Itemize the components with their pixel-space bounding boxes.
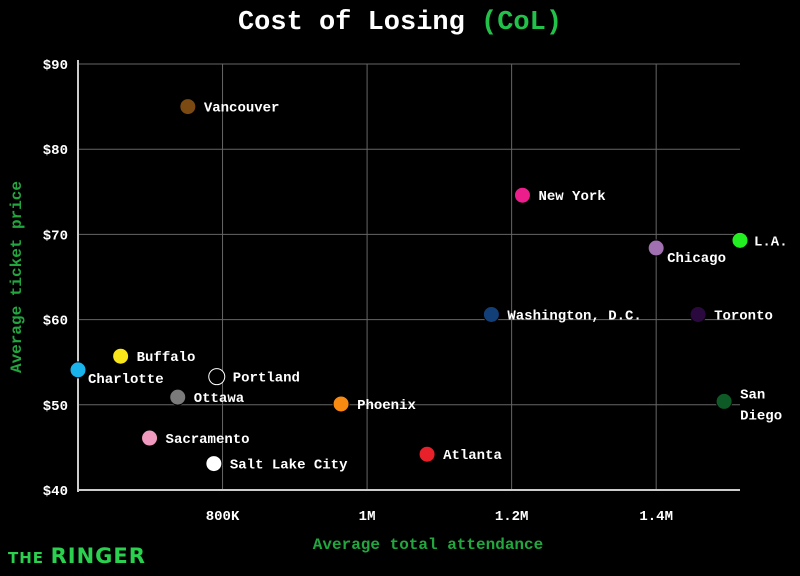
point-label: Diego [740, 408, 782, 424]
logo-small: THE [8, 549, 45, 567]
point-label: Sacramento [166, 432, 250, 448]
x-axis-label: Average total attendance [313, 536, 543, 554]
x-tick-label: 1M [359, 509, 376, 525]
x-tick-label: 1.4M [639, 509, 673, 525]
title-highlight: (CoL) [481, 8, 563, 38]
point-label: Charlotte [88, 372, 164, 388]
point-label: Portland [233, 371, 300, 387]
the-ringer-logo: THE RINGER [8, 544, 146, 568]
data-point [418, 445, 436, 463]
point-label: L.A. [754, 234, 788, 250]
data-point [731, 231, 749, 249]
data-point [205, 455, 223, 473]
data-point [141, 429, 159, 447]
y-tick-label: $50 [43, 399, 68, 415]
data-point [513, 186, 531, 204]
point-label: Atlanta [443, 448, 502, 464]
point-label: Buffalo [137, 350, 196, 366]
data-point [647, 239, 665, 257]
data-point [208, 368, 226, 386]
y-tick-label: $80 [43, 143, 68, 159]
data-point [179, 98, 197, 116]
data-point [69, 361, 87, 379]
x-tick-label: 800K [206, 509, 240, 525]
data-point [112, 347, 130, 365]
y-tick-label: $90 [43, 58, 68, 74]
point-label: Salt Lake City [230, 458, 348, 474]
point-label: Phoenix [357, 398, 416, 414]
data-point [482, 305, 500, 323]
point-label: San [740, 387, 765, 403]
y-axis-label: Average ticket price [8, 181, 26, 373]
x-tick-label: 1.2M [495, 509, 529, 525]
data-point [332, 395, 350, 413]
point-label: Washington, D.C. [507, 308, 641, 324]
point-label: Chicago [667, 251, 726, 267]
point-label: Toronto [714, 308, 773, 324]
logo-big: RINGER [50, 544, 146, 568]
data-point [715, 392, 733, 410]
chart-title: Cost of Losing (CoL) [0, 8, 800, 38]
title-text: Cost of Losing [237, 8, 465, 38]
point-label: New York [538, 189, 605, 205]
point-label: Ottawa [194, 391, 245, 407]
point-label: Vancouver [204, 101, 280, 117]
data-point [169, 388, 187, 406]
data-point [689, 305, 707, 323]
y-tick-label: $70 [43, 228, 68, 244]
y-tick-label: $40 [43, 484, 68, 500]
y-tick-label: $60 [43, 314, 68, 330]
